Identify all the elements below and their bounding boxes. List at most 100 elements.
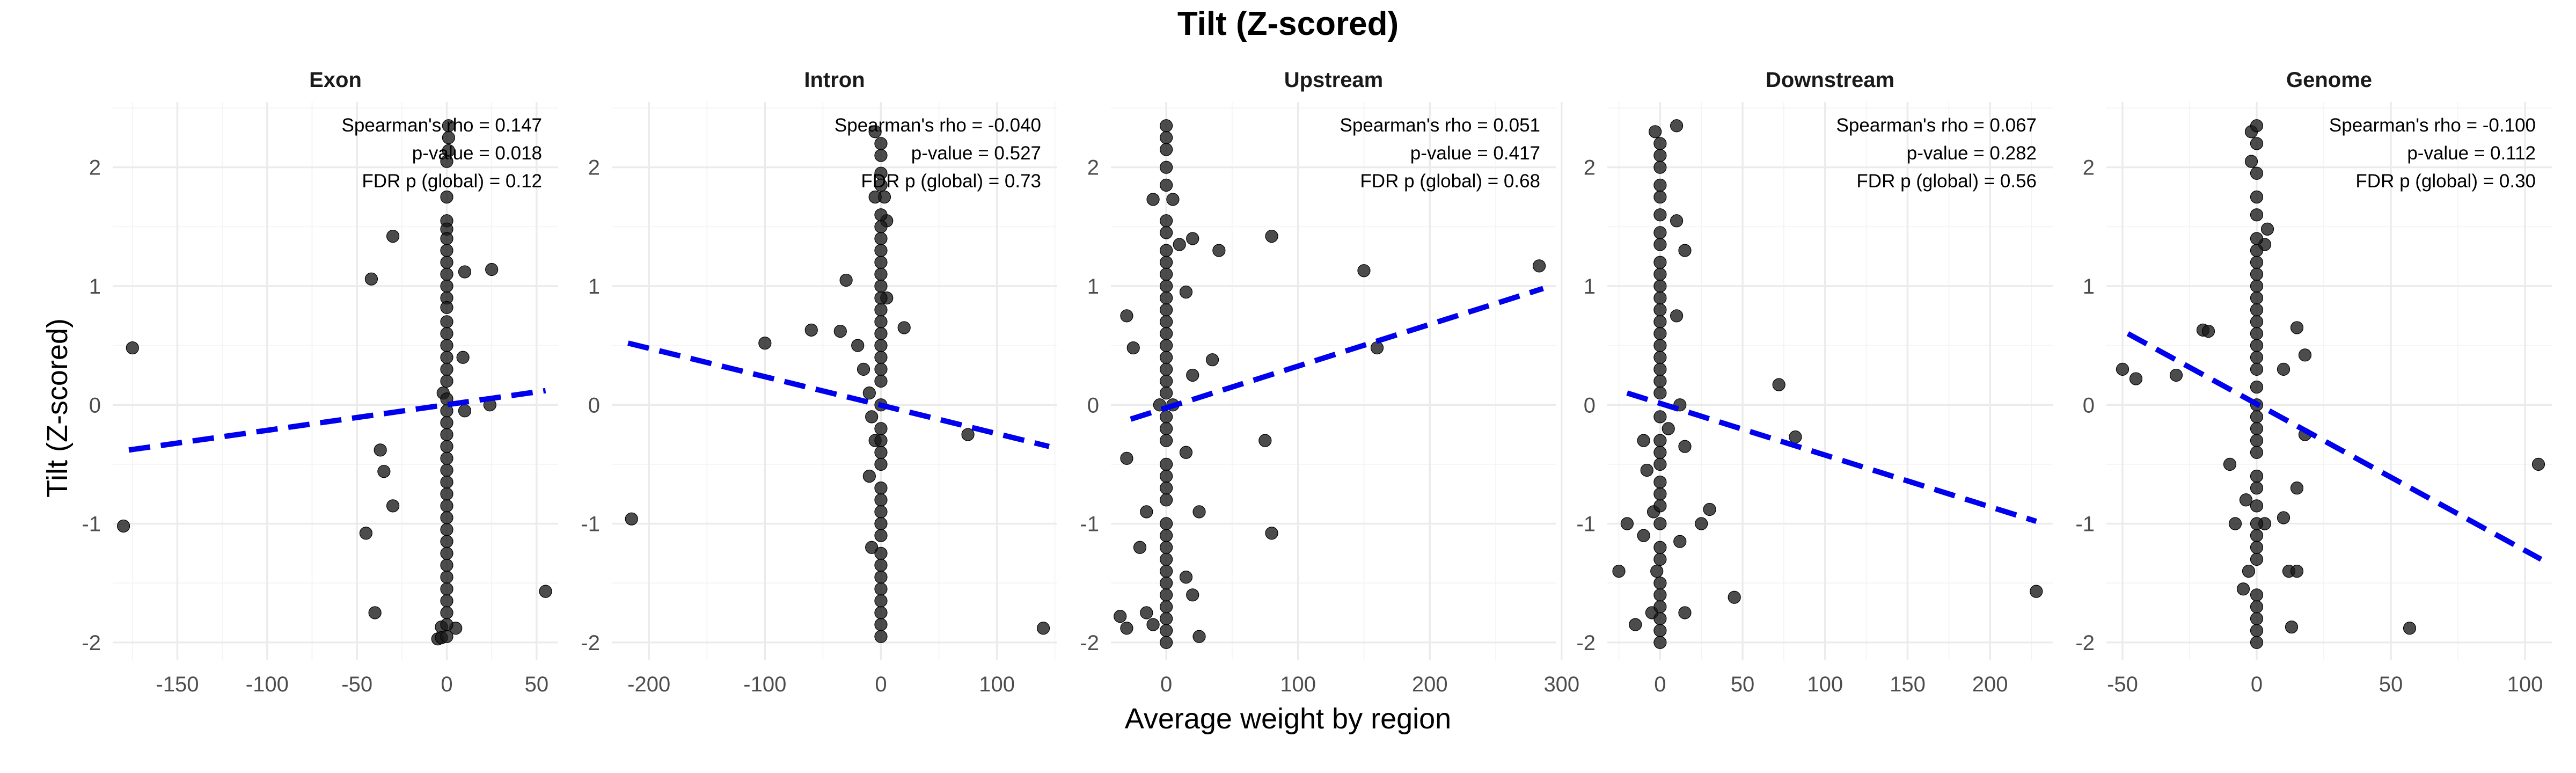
data-point xyxy=(1186,232,1199,245)
data-point xyxy=(868,125,882,138)
y-tick-label: 2 xyxy=(1087,156,1099,180)
data-point xyxy=(874,493,888,507)
data-point xyxy=(1160,517,1173,530)
y-tick-label: 1 xyxy=(89,275,101,298)
data-point xyxy=(1179,446,1193,459)
data-point xyxy=(2285,620,2299,634)
data-point xyxy=(874,362,888,376)
data-point xyxy=(1357,264,1371,278)
data-point xyxy=(2250,362,2264,376)
data-point xyxy=(2250,446,2264,459)
data-point xyxy=(1160,564,1173,578)
x-tick-label: 150 xyxy=(1890,673,1926,696)
data-point xyxy=(1146,618,1160,631)
data-point xyxy=(440,440,453,453)
data-point xyxy=(833,324,847,338)
data-point xyxy=(440,535,453,548)
data-point xyxy=(865,541,879,554)
data-point xyxy=(1160,482,1173,495)
data-point xyxy=(1678,244,1692,257)
data-point xyxy=(1653,238,1667,251)
data-point xyxy=(2250,190,2264,204)
data-point xyxy=(2250,636,2264,649)
data-point xyxy=(625,512,638,526)
x-tick-label: 50 xyxy=(2379,673,2403,696)
x-tick-label: 50 xyxy=(525,673,549,696)
x-tick-label: 100 xyxy=(2507,673,2543,696)
data-point xyxy=(1653,588,1667,602)
y-tick-label: 0 xyxy=(588,393,600,417)
data-point xyxy=(440,546,453,560)
stats-annotation-line: Spearman's rho = 0.147 xyxy=(342,115,542,136)
data-point xyxy=(874,178,888,192)
data-point xyxy=(440,618,453,631)
data-point xyxy=(440,267,453,281)
facet-label-downstream: Downstream xyxy=(1766,68,1894,92)
data-point xyxy=(1653,190,1667,204)
stats-annotation-line: Spearman's rho = 0.067 xyxy=(1836,115,2037,136)
data-point xyxy=(1653,624,1667,637)
data-point xyxy=(1160,279,1173,293)
data-point xyxy=(1265,527,1278,540)
data-point xyxy=(1265,229,1278,243)
data-point xyxy=(874,279,888,293)
data-point xyxy=(1036,622,1050,635)
data-point xyxy=(1160,178,1173,192)
x-tick-label: 0 xyxy=(1160,673,1172,696)
data-point xyxy=(1653,434,1667,447)
data-point xyxy=(440,511,453,524)
data-point xyxy=(1653,178,1667,192)
data-point xyxy=(1160,351,1173,364)
data-point xyxy=(1670,119,1684,133)
facet-panel-genome: -50 0 50 100 -2 -1 0 1 2 Genome Spearman's rho = -… xyxy=(2075,68,2552,696)
data-point xyxy=(1653,612,1667,625)
y-tick-label: 0 xyxy=(1087,393,1099,417)
data-point xyxy=(1160,636,1173,649)
data-point xyxy=(440,190,453,204)
data-point xyxy=(1653,386,1667,400)
data-point xyxy=(2250,588,2264,602)
data-point xyxy=(2250,267,2264,281)
data-point xyxy=(1160,410,1173,424)
y-tick-label: 0 xyxy=(1584,393,1596,417)
data-point xyxy=(874,546,888,560)
facet-panel-exon: -150 -100 -50 0 50 -2 -1 0 1 2 Exon Spearman's rho … xyxy=(82,68,558,696)
data-point xyxy=(440,558,453,572)
regression-line xyxy=(627,340,1050,449)
data-point xyxy=(874,558,888,572)
data-point xyxy=(1678,606,1692,619)
data-point xyxy=(2298,348,2312,362)
facet-label-upstream: Upstream xyxy=(1284,68,1384,92)
y-tick-label: -1 xyxy=(2075,513,2095,536)
data-point xyxy=(1653,517,1667,530)
data-point xyxy=(897,321,911,334)
data-point xyxy=(2201,324,2215,338)
data-point xyxy=(874,351,888,364)
data-point xyxy=(874,434,888,447)
data-point xyxy=(2290,482,2304,495)
data-point xyxy=(1160,362,1173,376)
x-tick-label: -150 xyxy=(156,673,199,696)
data-point xyxy=(1620,517,1634,530)
data-point xyxy=(874,339,888,352)
data-point xyxy=(874,618,888,631)
data-point xyxy=(364,272,378,286)
data-point xyxy=(2250,119,2264,133)
y-tick-label: 2 xyxy=(89,156,101,180)
x-tick-label: 50 xyxy=(1731,673,1755,696)
data-point xyxy=(2250,351,2264,364)
data-point xyxy=(1612,564,1626,578)
y-tick-label: 2 xyxy=(2083,156,2095,180)
data-point xyxy=(874,137,888,150)
data-point xyxy=(1192,630,1206,643)
data-point xyxy=(440,523,453,536)
data-point xyxy=(1653,410,1667,424)
data-point xyxy=(1673,535,1687,548)
data-point xyxy=(1160,131,1173,144)
data-point xyxy=(1653,541,1667,554)
y-tick-label: 2 xyxy=(588,156,600,180)
data-point xyxy=(874,582,888,596)
data-point xyxy=(2250,291,2264,305)
data-point xyxy=(1192,505,1206,519)
y-tick-label: 1 xyxy=(2083,275,2095,298)
